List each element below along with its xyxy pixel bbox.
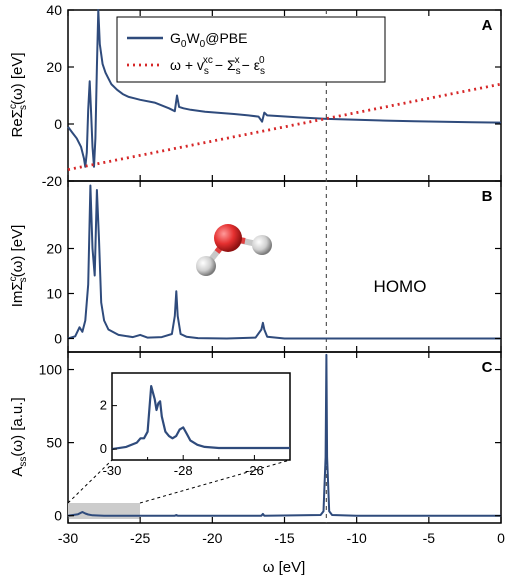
xtick-label: -5 xyxy=(423,530,436,546)
homo-label: HOMO xyxy=(374,277,427,296)
panel-a-ylabel: ReΣcs(ω) [eV] xyxy=(8,52,29,137)
ytick-label: 0 xyxy=(54,331,62,347)
ytick-label: 0 xyxy=(54,116,62,132)
inset-xtick-label: -28 xyxy=(174,463,193,478)
ytick-label: 100 xyxy=(39,362,63,378)
series-line-g0w0-c xyxy=(67,353,501,517)
inset-xtick-label: -30 xyxy=(103,463,122,478)
panel-a-letter: A xyxy=(482,17,493,34)
inset-ytick-label: 0 xyxy=(100,441,107,456)
ytick-label: 0 xyxy=(54,508,62,524)
water-molecule-icon xyxy=(196,224,272,276)
panel-c-ylabel: Ass(ω) [a.u.] xyxy=(9,397,29,476)
series-line-g0w0-a xyxy=(67,9,502,168)
xtick-label: -20 xyxy=(202,530,222,546)
panel-b-plot xyxy=(67,184,501,340)
legend: G0W0@PBE ω + vsxc − Σsx − εs0 xyxy=(116,16,386,83)
panel-c-letter: C xyxy=(482,359,493,376)
legend-label-line: ω + vsxc − Σsx − εs0 xyxy=(170,55,265,77)
inset-connector-right xyxy=(139,459,291,504)
panel-a-plot xyxy=(67,9,502,171)
ytick-label: 20 xyxy=(46,59,62,75)
xtick-label: -25 xyxy=(130,530,150,546)
inset-connector-left xyxy=(67,459,113,504)
panel-c-plot xyxy=(67,353,501,517)
panel-b-frame xyxy=(67,180,502,353)
inset-xtick-label: -26 xyxy=(245,463,264,478)
ytick-label: 40 xyxy=(46,2,62,18)
ytick-label: 20 xyxy=(46,241,62,257)
xtick-label: -15 xyxy=(274,530,294,546)
ytick-label: 10 xyxy=(46,286,62,302)
series-line-hartree xyxy=(67,82,502,171)
series-line-inset xyxy=(111,385,290,451)
xtick-label: -10 xyxy=(347,530,367,546)
series-line-g0w0-b xyxy=(67,184,501,340)
inset-plot: -30 -28 -26 0 2 xyxy=(100,385,291,478)
x-axis-label: ω [eV] xyxy=(263,559,306,576)
xtick-label: -30 xyxy=(58,530,78,546)
ytick-label: 50 xyxy=(46,435,62,451)
panel-b-letter: B xyxy=(482,188,493,205)
inset-ytick-label: 2 xyxy=(100,398,107,413)
inset: -30 -28 -26 0 2 xyxy=(67,372,291,504)
legend-label-g0w0: G0W0@PBE xyxy=(170,30,247,50)
ytick-label: -20 xyxy=(42,173,62,189)
xtick-label: 0 xyxy=(497,530,505,546)
panel-b-ylabel: ImΣcs(ω) [eV] xyxy=(8,225,29,308)
legend-box xyxy=(116,16,386,83)
